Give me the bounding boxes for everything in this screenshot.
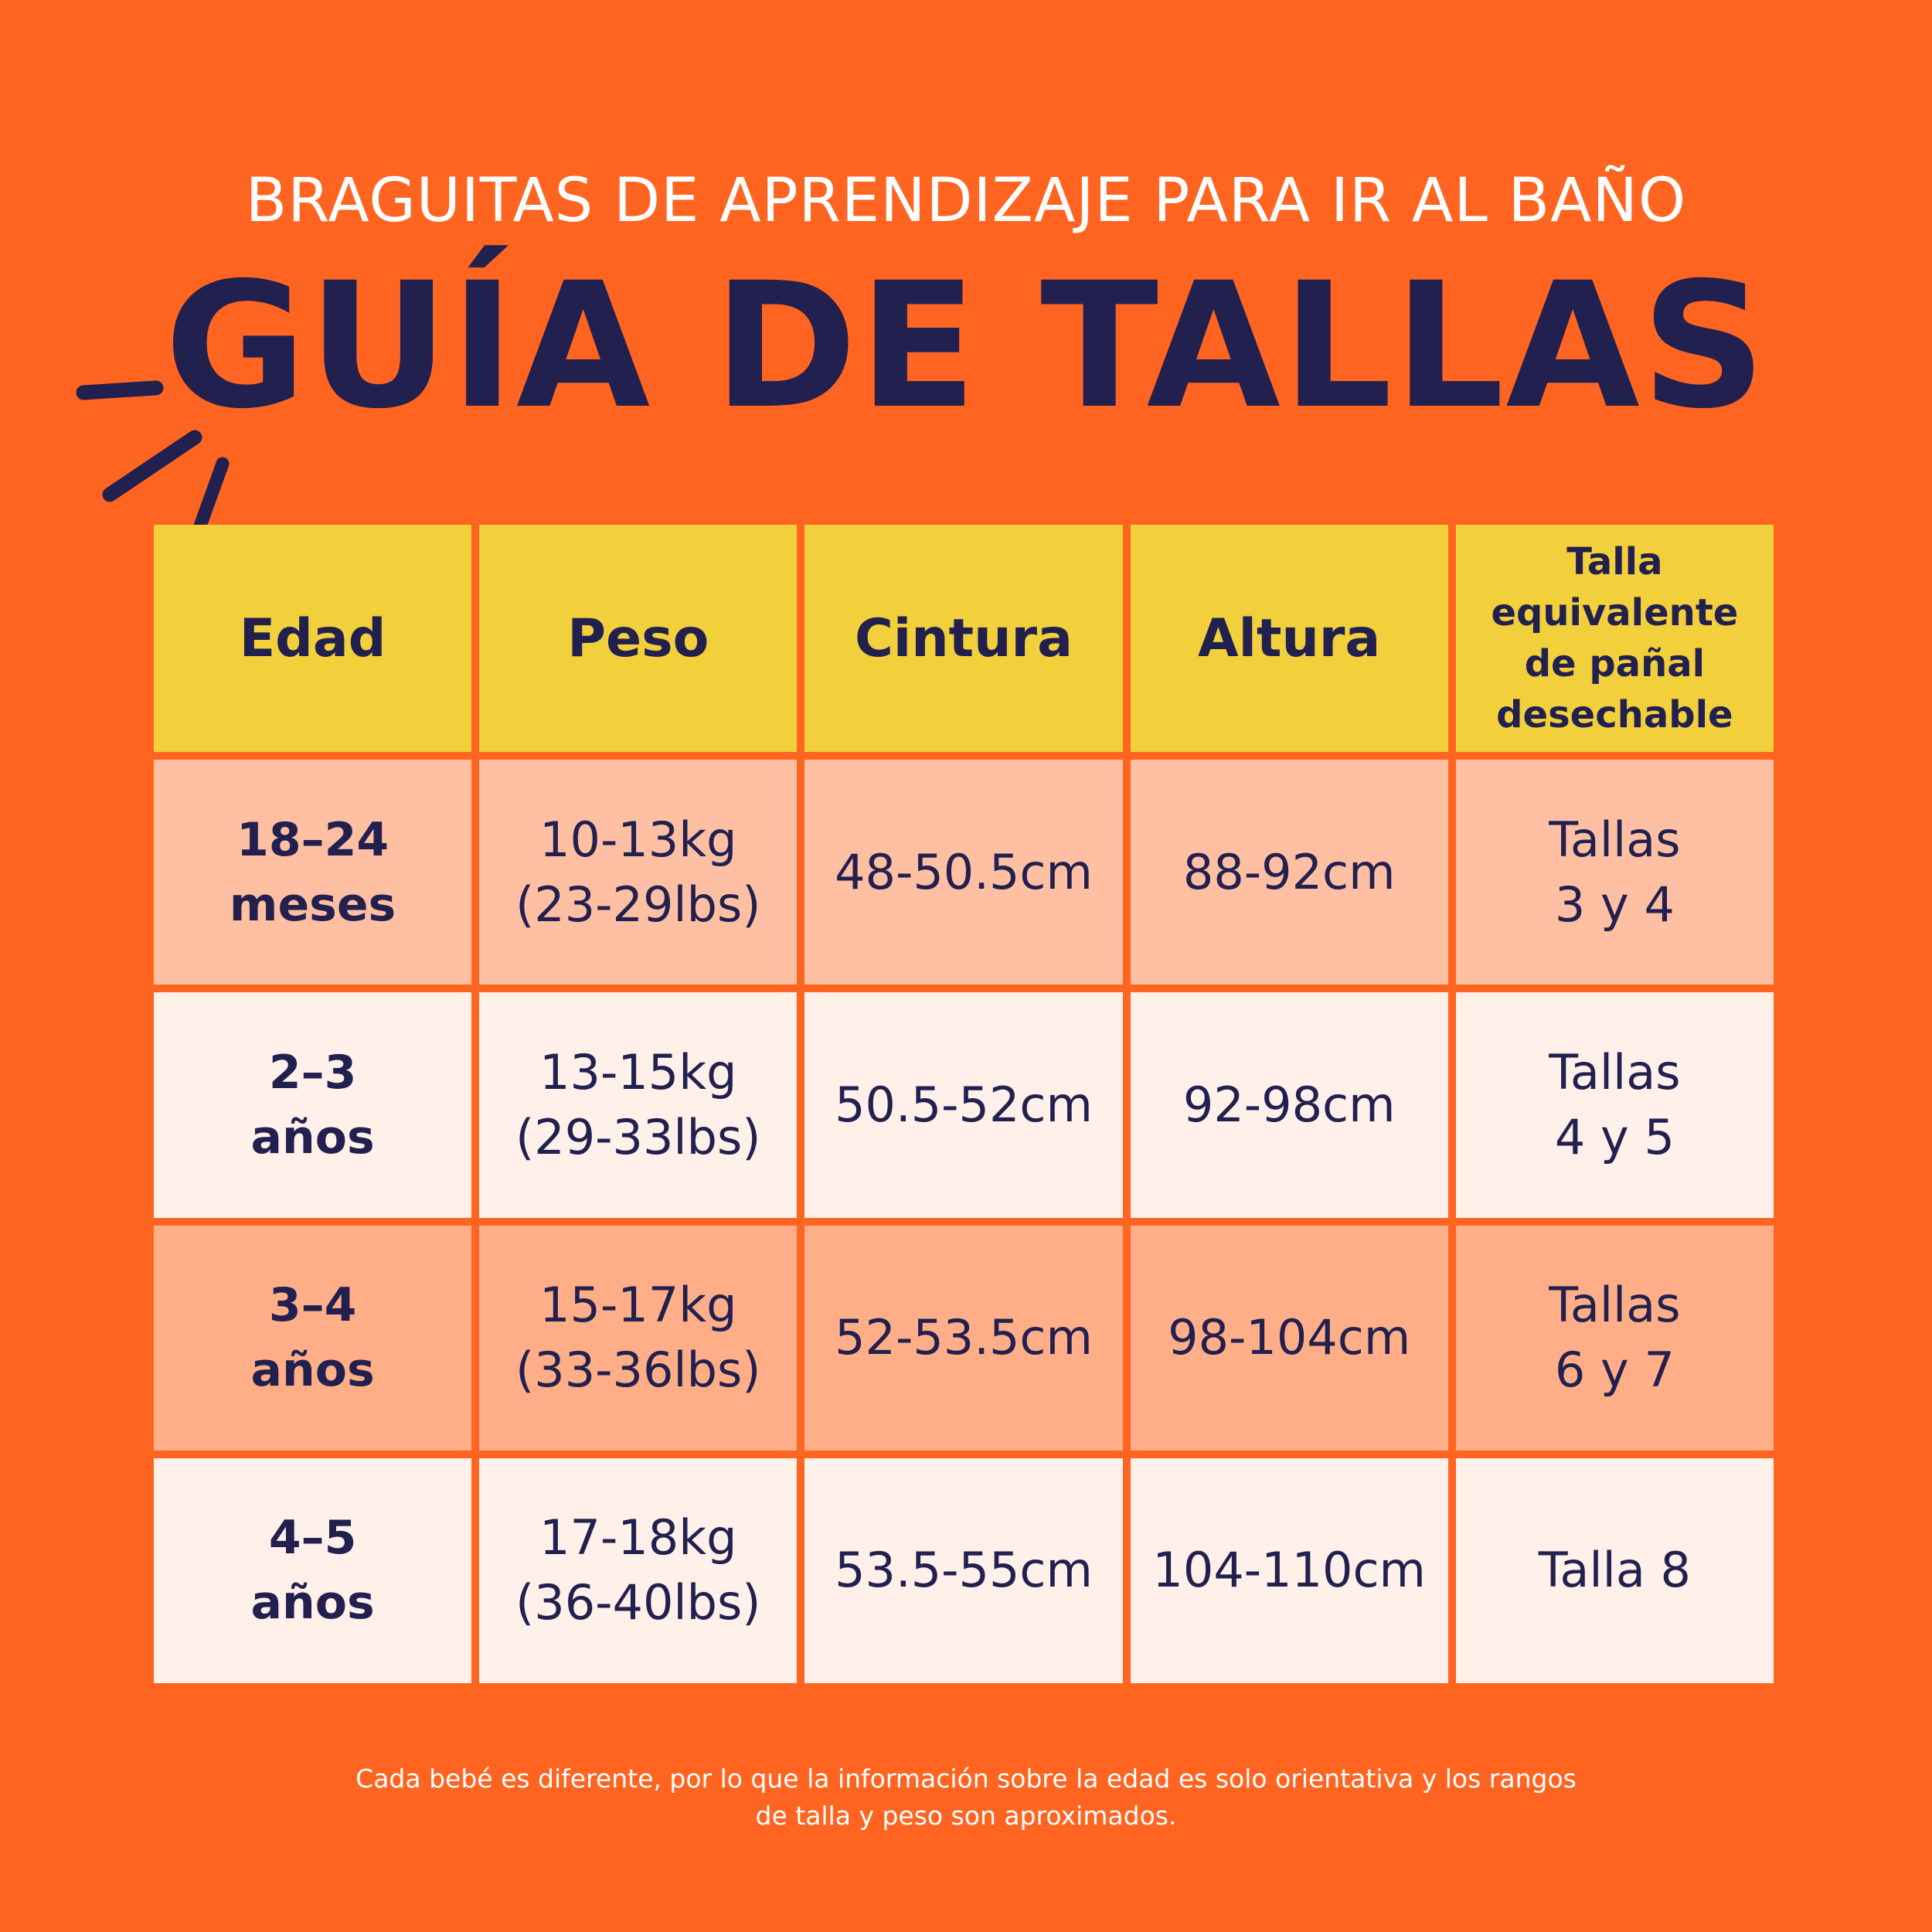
disclaimer-footnote: Cada bebé es diferente, por lo que la in…: [0, 1760, 1932, 1835]
table-cell-diaper-size: Talla 8: [1455, 1458, 1774, 1683]
weight-lbs: (33-36lbs): [515, 1342, 761, 1399]
diaper-size-value: 4 y 5: [1554, 1108, 1675, 1165]
weight-lbs: (29-33lbs): [515, 1108, 761, 1165]
weight-kg: 17-18kg: [539, 1509, 737, 1566]
age-unit: años: [250, 1343, 375, 1398]
table-cell-waist: 48-50.5cm: [804, 760, 1123, 985]
column-header-height: Altura: [1130, 525, 1448, 752]
diaper-size-value: 3 y 4: [1554, 876, 1675, 933]
disclaimer-line: Cada bebé es diferente, por lo que la in…: [355, 1764, 1577, 1794]
table-cell-weight: 10-13kg (23-29lbs): [479, 760, 798, 985]
age-unit: años: [250, 1576, 375, 1631]
table-cell-waist: 52-53.5cm: [804, 1225, 1123, 1451]
page-kicker: BRAGUITAS DE APRENDIZAJE PARA IR AL BAÑO: [245, 166, 1687, 236]
diaper-size-label: Tallas: [1549, 811, 1681, 868]
table-cell-diaper-size: Tallas 3 y 4: [1455, 760, 1774, 985]
table-cell-weight: 13-15kg (29-33lbs): [479, 992, 798, 1218]
table-cell-age: 2–3 años: [154, 992, 472, 1218]
table-cell-age: 4–5 años: [154, 1458, 472, 1683]
column-header-weight: Peso: [479, 525, 798, 752]
table-cell-height: 104-110cm: [1130, 1458, 1448, 1683]
table-cell-diaper-size: Tallas 6 y 7: [1455, 1225, 1774, 1451]
age-unit: meses: [229, 877, 396, 932]
weight-kg: 15-17kg: [539, 1277, 737, 1334]
table-cell-waist: 53.5-55cm: [804, 1458, 1123, 1683]
weight-kg: 13-15kg: [539, 1043, 737, 1100]
diaper-size-label: Tallas: [1549, 1043, 1681, 1100]
age-range: 4–5: [268, 1511, 357, 1566]
table-cell-age: 18–24 meses: [154, 760, 472, 985]
weight-lbs: (36-40lbs): [515, 1574, 761, 1631]
table-cell-weight: 17-18kg (36-40lbs): [479, 1458, 798, 1683]
column-header-diaper-size-line: equivalente: [1491, 591, 1739, 634]
diaper-size-label: Talla 8: [1538, 1542, 1691, 1599]
diaper-size-label: Tallas: [1549, 1277, 1681, 1334]
column-header-age: Edad: [154, 525, 472, 752]
column-header-waist: Cintura: [804, 525, 1123, 752]
disclaimer-line: de talla y peso son aproximados.: [755, 1801, 1177, 1831]
table-cell-height: 92-98cm: [1130, 992, 1448, 1218]
age-range: 2–3: [268, 1045, 357, 1100]
size-guide-table: Edad Peso Cintura Altura Talla equivalen…: [154, 525, 1774, 1683]
table-cell-height: 98-104cm: [1130, 1225, 1448, 1451]
table-cell-height: 88-92cm: [1130, 760, 1448, 985]
weight-lbs: (23-29lbs): [515, 876, 761, 933]
weight-kg: 10-13kg: [539, 811, 737, 868]
diaper-size-value: 6 y 7: [1554, 1342, 1675, 1399]
column-header-diaper-size-line: desechable: [1496, 693, 1733, 736]
column-header-diaper-size: Talla equivalente de pañal desechable: [1455, 525, 1774, 752]
column-header-diaper-size-line: de pañal: [1524, 642, 1706, 685]
page-title: GUÍA DE TALLAS: [164, 245, 1768, 447]
age-unit: años: [250, 1110, 375, 1165]
table-cell-weight: 15-17kg (33-36lbs): [479, 1225, 798, 1451]
column-header-diaper-size-line: Talla: [1566, 540, 1663, 583]
table-cell-diaper-size: Tallas 4 y 5: [1455, 992, 1774, 1218]
table-cell-waist: 50.5-52cm: [804, 992, 1123, 1218]
age-range: 3–4: [268, 1278, 357, 1333]
age-range: 18–24: [236, 812, 389, 867]
table-cell-age: 3–4 años: [154, 1225, 472, 1451]
